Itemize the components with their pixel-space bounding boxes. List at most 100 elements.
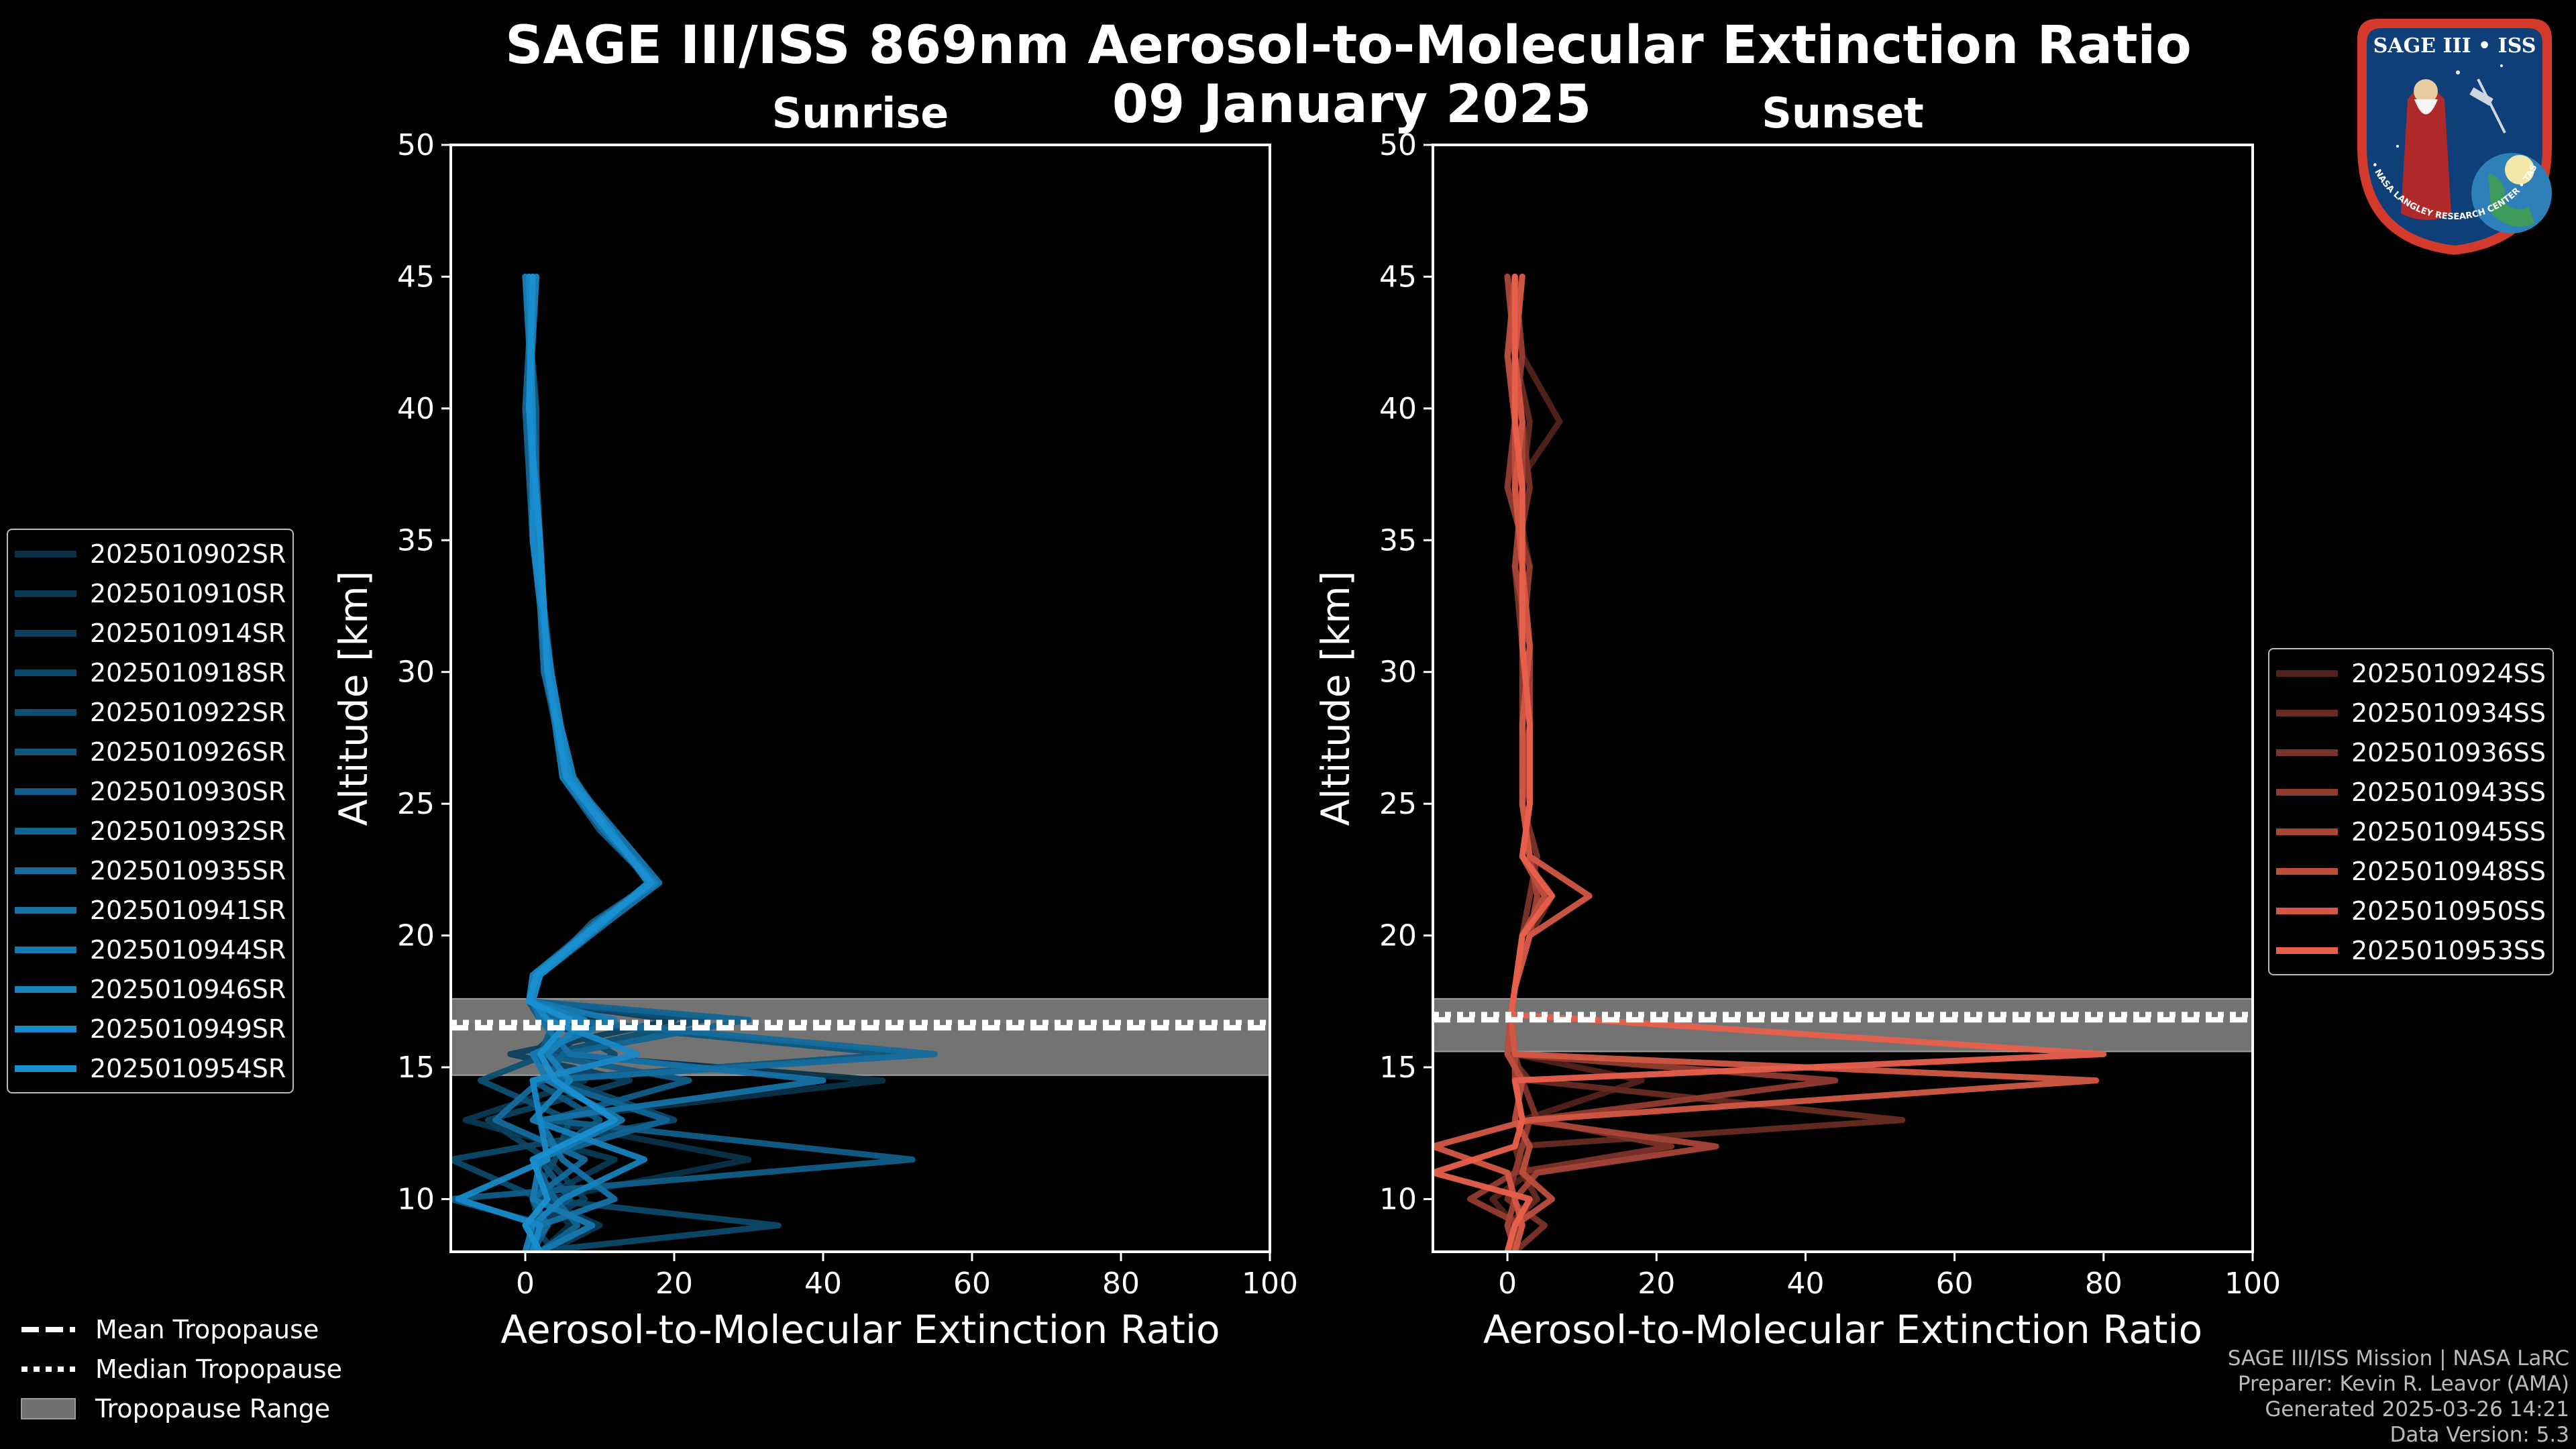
sunrise-legend-label: 2025010932SR: [90, 816, 286, 846]
sunset-legend-item: 2025010936SS: [2276, 733, 2546, 772]
sunrise-legend-item: 2025010902SR: [15, 534, 286, 574]
median-tropopause-legend-item: Median Tropopause: [20, 1349, 342, 1389]
sunset-legend-item: 2025010945SS: [2276, 812, 2546, 851]
sunset-xtick-label: 0: [1498, 1267, 1517, 1301]
sunset-legend-swatch: [2276, 947, 2338, 954]
sunset-subtitle: Sunset: [1762, 89, 1924, 138]
sunset-legend-swatch: [2276, 749, 2338, 756]
sunrise-ytick-label: 20: [397, 919, 435, 953]
sunrise-xtick-label: 80: [1102, 1267, 1140, 1301]
sunrise-legend-swatch: [15, 788, 76, 795]
mean-tropopause-label: Mean Tropopause: [95, 1314, 319, 1344]
sunrise-legend-item: 2025010954SR: [15, 1049, 286, 1088]
sunrise-yaxis-label: Altitude [km]: [331, 571, 376, 826]
sunrise-legend-swatch: [15, 827, 76, 835]
sunrise-legend-item: 2025010918SR: [15, 653, 286, 692]
sunrise-xaxis-label: Aerosol-to-Molecular Extinction Ratio: [500, 1307, 1220, 1352]
credit-preparer: Preparer: Kevin R. Leavor (AMA): [2237, 1372, 2569, 1396]
sunset-legend-swatch: [2276, 669, 2338, 677]
sunset-legend-label: 2025010943SS: [2351, 777, 2546, 807]
sunrise-legend-item: 2025010930SR: [15, 771, 286, 811]
sunrise-profile-2025010954SR: [522, 273, 655, 1252]
sunrise-plot-frame: [449, 144, 1271, 1253]
sunrise-xtick-label: 60: [953, 1267, 991, 1301]
sunrise-legend-item: 2025010926SR: [15, 732, 286, 771]
sunset-ytick-label: 40: [1379, 392, 1417, 426]
sunrise-legend-label: 2025010946SR: [90, 974, 286, 1004]
sunrise-ytick-label: 15: [397, 1051, 435, 1085]
sunset-legend-item: 2025010943SS: [2276, 772, 2546, 812]
sunrise-ytick-label: 10: [397, 1182, 435, 1216]
sunset-ytick-label: 45: [1379, 260, 1417, 294]
sunrise-xtick-label: 40: [804, 1267, 842, 1301]
sunrise-xtick-label: 100: [1242, 1267, 1298, 1301]
sunrise-legend-item: 2025010946SR: [15, 969, 286, 1009]
sunrise-ytick-label: 35: [397, 523, 435, 557]
median-tropopause-label: Median Tropopause: [95, 1354, 342, 1384]
mean-tropopause-legend-item: Mean Tropopause: [20, 1309, 342, 1349]
range-patch-swatch: [21, 1397, 76, 1419]
dotted-line-swatch: [21, 1366, 75, 1372]
sunset-legend-item: 2025010934SS: [2276, 693, 2546, 733]
sunrise-legend-label: 2025010918SR: [90, 657, 286, 688]
tropopause-range-label: Tropopause Range: [95, 1393, 331, 1424]
sunrise-legend-swatch: [15, 669, 76, 676]
sunrise-legend-swatch: [15, 867, 76, 874]
sunset-profile-2025010953SS: [1433, 273, 2107, 1252]
sunset-legend: 2025010924SS 2025010934SS 2025010936SS 2025…: [2268, 648, 2555, 975]
sunset-xtick-label: 100: [2224, 1267, 2281, 1301]
sunset-legend-label: 2025010953SS: [2351, 935, 2546, 965]
logo-wizard-icon: [2401, 87, 2451, 220]
sunrise-legend-swatch: [15, 748, 76, 755]
tropopause-legend: Mean Tropopause Median Tropopause Tropop…: [20, 1309, 342, 1428]
sunrise-legend-label: 2025010930SR: [90, 776, 286, 806]
sunrise-legend: 2025010902SR 2025010910SR 2025010914SR 2025…: [7, 529, 294, 1093]
sunrise-xtick-label: 0: [516, 1267, 535, 1301]
sunset-xaxis-label: Aerosol-to-Molecular Extinction Ratio: [1483, 1307, 2202, 1352]
credit-mission: SAGE III/ISS Mission | NASA LaRC: [2227, 1346, 2569, 1371]
sunrise-legend-label: 2025010926SR: [90, 737, 286, 767]
sunset-plot-frame: [1432, 144, 2254, 1253]
sunset-legend-label: 2025010945SS: [2351, 816, 2546, 847]
sunrise-legend-item: 2025010935SR: [15, 851, 286, 890]
sunset-legend-swatch: [2276, 907, 2338, 914]
sunset-legend-swatch: [2276, 828, 2338, 835]
sunrise-profiles: [451, 273, 938, 1252]
sunrise-legend-swatch: [15, 906, 76, 914]
sunrise-legend-item: 2025010922SR: [15, 692, 286, 732]
sunset-legend-swatch: [2276, 788, 2338, 796]
sunset-profile-2025010950SS: [1433, 273, 2100, 1252]
sunrise-legend-item: 2025010914SR: [15, 613, 286, 653]
sunrise-ytick-label: 30: [397, 655, 435, 690]
sunset-panel: 0 20 40 60 80 100 10 15 20 25 30 35 40 45 50 Sunset Aero…: [1313, 89, 2281, 1352]
sunrise-legend-swatch: [15, 946, 76, 953]
sunrise-legend-label: 2025010941SR: [90, 895, 286, 925]
sunset-tropopause-range-band: [1432, 998, 2253, 1053]
sunset-profiles: [1433, 273, 2107, 1252]
sunrise-legend-label: 2025010949SR: [90, 1014, 286, 1044]
sunset-ytick-label: 35: [1379, 523, 1417, 557]
sunset-legend-item: 2025010948SS: [2276, 851, 2546, 891]
tropopause-range-legend-item: Tropopause Range: [20, 1389, 342, 1428]
sunrise-legend-label: 2025010902SR: [90, 539, 286, 569]
sunset-xtick-label: 20: [1638, 1267, 1675, 1301]
dashed-line-swatch: [21, 1326, 75, 1332]
sunrise-legend-swatch: [15, 550, 76, 557]
sunset-legend-label: 2025010936SS: [2351, 737, 2546, 767]
sunrise-xtick-label: 20: [655, 1267, 693, 1301]
sunrise-legend-label: 2025010910SR: [90, 578, 286, 608]
sunrise-legend-item: 2025010944SR: [15, 930, 286, 969]
sunrise-ytick-label: 45: [397, 260, 435, 294]
sunset-legend-swatch: [2276, 867, 2338, 875]
credits: SAGE III/ISS Mission | NASA LaRC Prepare…: [2228, 1346, 2569, 1448]
sunrise-legend-label: 2025010914SR: [90, 618, 286, 648]
sunrise-ytick-label: 50: [397, 128, 435, 162]
sunrise-legend-swatch: [15, 629, 76, 637]
sunrise-legend-label: 2025010954SR: [90, 1053, 286, 1083]
sunset-ytick-label: 50: [1379, 128, 1417, 162]
credit-version: Data Version: 5.3: [2390, 1423, 2569, 1447]
sunset-legend-swatch: [2276, 709, 2338, 716]
sunset-legend-item: 2025010950SS: [2276, 891, 2546, 930]
sunrise-ytick-label: 25: [397, 787, 435, 821]
